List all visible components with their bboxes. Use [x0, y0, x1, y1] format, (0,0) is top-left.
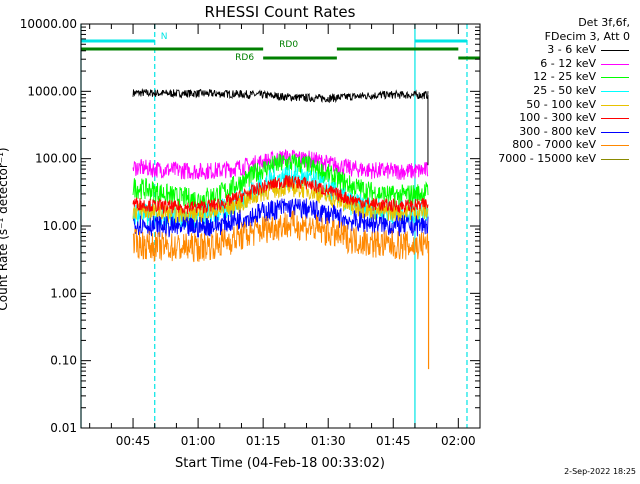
series-line-3 [132, 153, 429, 211]
legend-swatch [601, 77, 629, 79]
y-axis-label: Count Rate (s⁻¹ detector⁻¹) [0, 147, 10, 310]
y-tick-label: 0.10 [50, 354, 77, 368]
y-tick-label: 1000.00 [27, 84, 77, 98]
legend-label: 12 - 25 keV [533, 70, 596, 84]
bar-label-rd6: RD6 [235, 53, 254, 63]
legend-label: 800 - 7000 keV [512, 138, 596, 152]
legend-swatch [601, 63, 629, 65]
legend: Det 3f,6f, FDecim 3, Att 0 3 - 6 keV 6 - … [472, 16, 632, 166]
legend-entry: 3 - 6 keV [472, 43, 632, 57]
legend-header-decimation: FDecim 3, Att 0 [544, 29, 630, 43]
legend-entry: 25 - 50 keV [472, 84, 632, 98]
legend-label: 100 - 300 keV [519, 111, 596, 125]
legend-swatch [601, 90, 629, 92]
legend-swatch [601, 104, 629, 106]
x-tick-label: 01:30 [311, 434, 346, 448]
legend-entry: 100 - 300 keV [472, 111, 632, 125]
y-tick-label: 10.00 [43, 219, 77, 233]
series-line-2 [132, 149, 429, 180]
x-tick-label: 01:15 [246, 434, 281, 448]
series-line-7 [132, 198, 429, 238]
legend-label: 3 - 6 keV [547, 43, 596, 57]
legend-entries: 3 - 6 keV 6 - 12 keV 12 - 25 keV 25 - 50 ke… [472, 43, 632, 165]
series-line-6 [132, 174, 429, 215]
series-line-1 [132, 87, 429, 104]
y-tick-label: 100.00 [35, 152, 77, 166]
y-tick-label: 10000.00 [20, 17, 77, 31]
x-tick-label: 00:45 [116, 434, 151, 448]
series-line-8 [132, 210, 429, 263]
bar-label-rd0: RD0 [279, 40, 298, 50]
legend-entry: 6 - 12 keV [472, 57, 632, 71]
legend-label: 7000 - 15000 keV [498, 151, 596, 165]
legend-entry: 12 - 25 keV [472, 70, 632, 84]
legend-entry: 800 - 7000 keV [472, 138, 632, 152]
legend-swatch [601, 50, 629, 52]
x-tick-label: 01:00 [181, 434, 216, 448]
legend-swatch [601, 158, 629, 160]
legend-label: 6 - 12 keV [540, 56, 596, 70]
legend-label: 300 - 800 keV [519, 124, 596, 138]
x-axis-label: Start Time (04-Feb-18 00:33:02) [175, 456, 385, 471]
x-tick-label: 02:00 [441, 434, 476, 448]
chart-title: RHESSI Count Rates [205, 3, 356, 21]
plot-area: N RD0 RD6 0.01 0.10 1.00 10.00 100.00 1000.00 100… [20, 17, 481, 448]
x-tick-label: 01:45 [376, 434, 411, 448]
legend-entry: 300 - 800 keV [472, 125, 632, 139]
legend-swatch [601, 145, 629, 147]
legend-header-detectors: Det 3f,6f, [578, 16, 630, 29]
legend-swatch [601, 118, 629, 120]
bar-label-n: N [161, 32, 168, 42]
legend-swatch [601, 131, 629, 133]
legend-entry: 7000 - 15000 keV [472, 152, 632, 166]
y-tick-label: 0.01 [50, 421, 77, 435]
generation-date: 2-Sep-2022 18:25 [564, 467, 636, 476]
legend-entry: 50 - 100 keV [472, 98, 632, 112]
legend-label: 25 - 50 keV [533, 83, 596, 97]
y-tick-label: 1.00 [50, 286, 77, 300]
legend-label: 50 - 100 keV [526, 97, 596, 111]
